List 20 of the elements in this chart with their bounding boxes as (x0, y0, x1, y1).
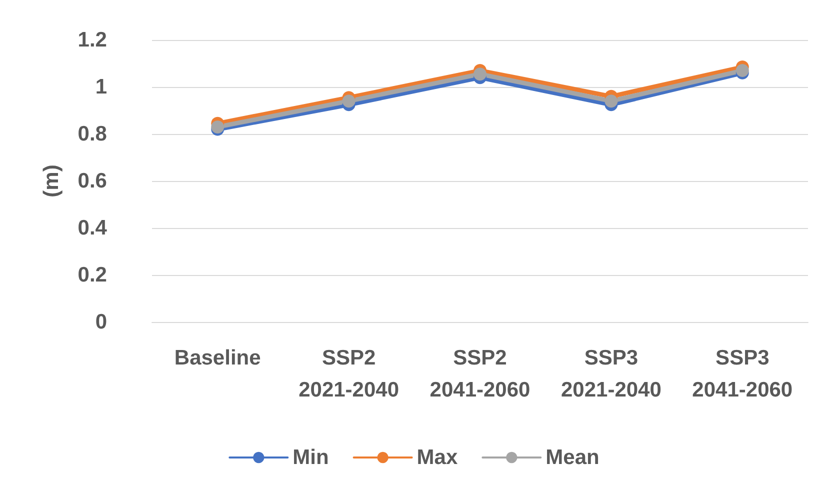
x-tick-label: SSP2 2021-2040 (298, 346, 400, 402)
x-tick-label: SSP3 2041-2060 (692, 346, 793, 402)
legend-label: Mean (546, 446, 600, 469)
legend-label: Min (292, 446, 329, 469)
point (474, 68, 486, 81)
x-tick-label: Baseline (174, 346, 261, 370)
x-tick-label: SSP2 2041-2060 (430, 346, 530, 402)
point (211, 120, 224, 134)
y-tick-label: 0.2 (78, 264, 107, 286)
y-tick-label: 1.2 (78, 28, 107, 52)
y-axis-title: (m) (40, 164, 63, 198)
y-tick-label: 0 (95, 310, 107, 334)
legend-label: Max (416, 446, 458, 469)
y-tick-label: 0.4 (78, 216, 108, 240)
x-tick-label: SSP3 2021-2040 (560, 346, 662, 402)
y-tick-label: 0.6 (78, 170, 107, 192)
point (342, 94, 356, 108)
y-tick-label: 1 (95, 76, 108, 98)
point (604, 94, 618, 108)
y-tick-label: 0.8 (78, 122, 108, 146)
